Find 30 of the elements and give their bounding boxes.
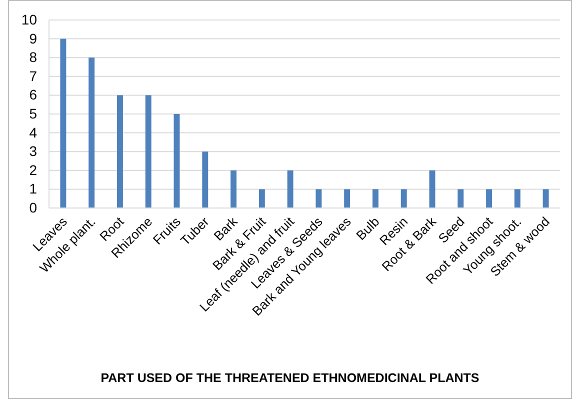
bar	[88, 58, 95, 208]
y-tick-label: 6	[29, 86, 38, 103]
y-tick-label: 4	[29, 124, 38, 140]
bar	[145, 95, 152, 208]
y-tick-label: 5	[29, 105, 38, 122]
y-tick-label: 1	[29, 180, 38, 197]
bar	[372, 189, 378, 208]
y-tick-label: 2	[29, 162, 38, 178]
y-tick-label: 9	[29, 30, 38, 46]
bar	[287, 170, 294, 208]
bar	[429, 170, 436, 208]
bar	[486, 189, 492, 208]
bar	[344, 189, 350, 208]
bar	[316, 189, 322, 208]
y-tick-label: 3	[29, 143, 38, 160]
bar	[258, 189, 265, 208]
y-tick-label: 8	[29, 49, 38, 66]
y-tick-label: 10	[21, 11, 38, 28]
x-axis-title: PART USED OF THE THREATENED ETHNOMEDICINAL PLANTS	[100, 371, 480, 385]
bar	[514, 189, 520, 208]
y-tick-label: 0	[29, 199, 38, 216]
bar	[542, 189, 549, 208]
bar	[60, 38, 66, 208]
bar	[458, 189, 464, 208]
bar	[174, 114, 180, 208]
bar	[116, 95, 123, 208]
bar	[400, 189, 407, 208]
bar	[230, 170, 237, 208]
y-tick-label: 7	[29, 68, 38, 84]
bar	[202, 152, 208, 208]
